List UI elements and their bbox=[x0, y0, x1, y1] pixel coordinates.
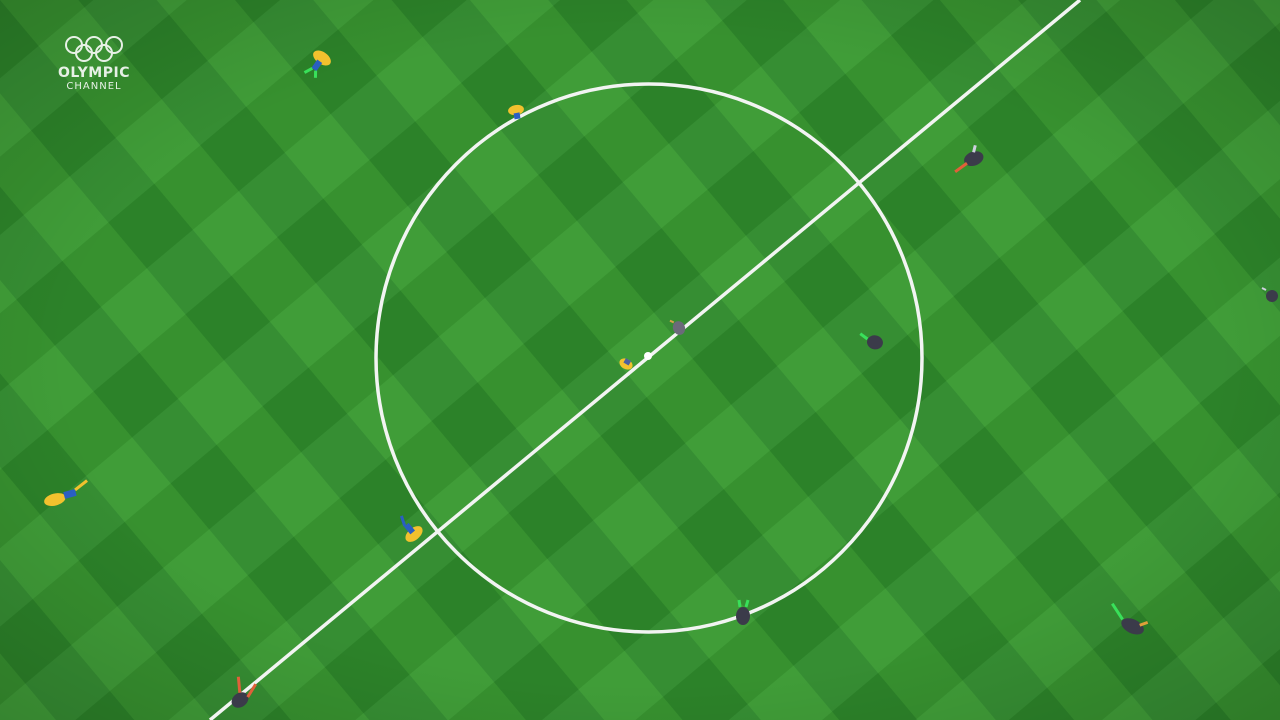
player-dark bbox=[669, 319, 686, 335]
player-dark bbox=[736, 599, 750, 625]
brand-subtitle: CHANNEL bbox=[66, 81, 122, 92]
player-yellow bbox=[303, 50, 331, 78]
player-dark bbox=[231, 676, 258, 708]
player-dark bbox=[954, 144, 984, 174]
ball bbox=[644, 352, 652, 360]
player-dark bbox=[1111, 602, 1149, 635]
player-yellow bbox=[399, 515, 423, 542]
broadcaster-logo: OLYMPIC CHANNEL bbox=[46, 34, 142, 93]
halfway-line bbox=[208, 0, 1082, 720]
player-yellow bbox=[44, 479, 88, 506]
brand-name: OLYMPIC bbox=[58, 65, 130, 81]
player-dark bbox=[1261, 287, 1278, 302]
center-circle bbox=[374, 82, 924, 634]
player-yellow bbox=[619, 358, 633, 370]
player-dark bbox=[859, 332, 883, 350]
player-yellow bbox=[508, 104, 524, 120]
olympic-rings-icon bbox=[65, 36, 123, 62]
